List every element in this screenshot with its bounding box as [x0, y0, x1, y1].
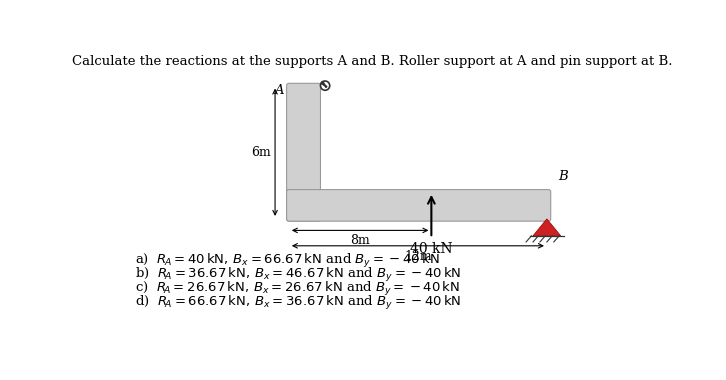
Text: 40 kN: 40 kN — [410, 242, 453, 256]
Text: d)  $R_{\!A} = 66.67\,\mathrm{kN},\,B_x = 36.67\,\mathrm{kN}$ and $B_y = -40\,\m: d) $R_{\!A} = 66.67\,\mathrm{kN},\,B_x =… — [135, 294, 461, 312]
FancyBboxPatch shape — [287, 190, 551, 221]
Text: c)  $R_{\!A} = 26.67\,\mathrm{kN},\,B_x = 26.67\,\mathrm{kN}$ and $B_y = -40\,\m: c) $R_{\!A} = 26.67\,\mathrm{kN},\,B_x =… — [135, 280, 460, 298]
Bar — [290, 207, 317, 218]
Polygon shape — [533, 219, 560, 236]
Text: A: A — [274, 84, 284, 97]
Text: Calculate the reactions at the supports A and B. Roller support at A and pin sup: Calculate the reactions at the supports … — [72, 55, 672, 68]
Text: 6m: 6m — [250, 146, 270, 159]
Text: 8m: 8m — [350, 234, 370, 247]
FancyBboxPatch shape — [287, 83, 320, 221]
Text: a)  $R_{\!A} = 40\,\mathrm{kN},\,B_x = 66.67\,\mathrm{kN}$ and $B_y = -40\,\math: a) $R_{\!A} = 40\,\mathrm{kN},\,B_x = 66… — [135, 252, 439, 270]
Text: 12m: 12m — [404, 250, 432, 263]
Text: B: B — [558, 170, 568, 183]
Text: b)  $R_{\!A} = 36.67\,\mathrm{kN},\,B_x = 46.67\,\mathrm{kN}$ and $B_y = -40\,\m: b) $R_{\!A} = 36.67\,\mathrm{kN},\,B_x =… — [135, 266, 461, 284]
